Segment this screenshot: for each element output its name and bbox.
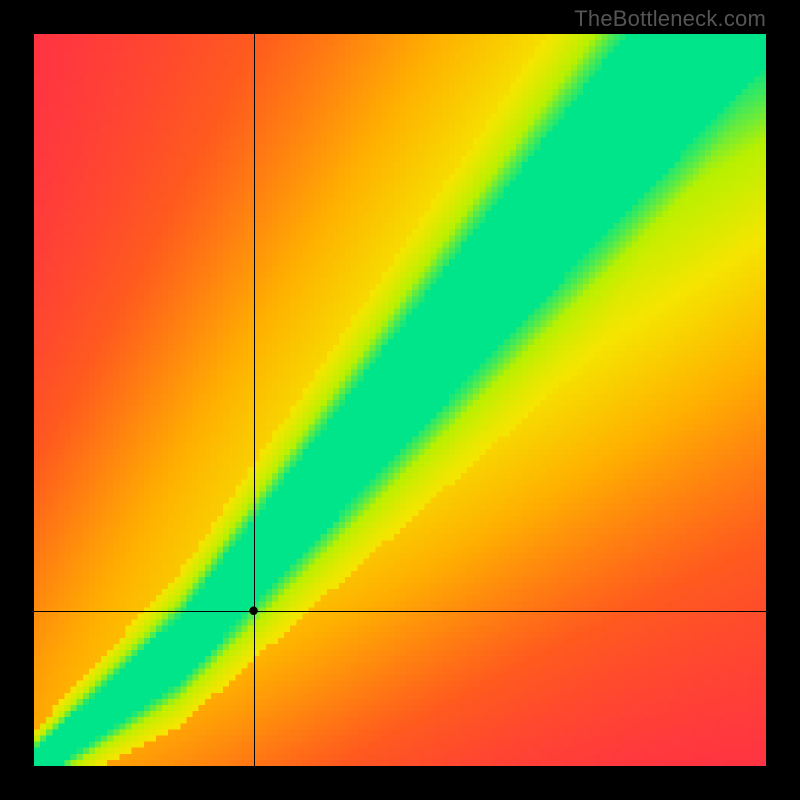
chart-container: TheBottleneck.com bbox=[0, 0, 800, 800]
watermark-text: TheBottleneck.com bbox=[574, 6, 766, 32]
crosshair-overlay bbox=[34, 34, 766, 766]
